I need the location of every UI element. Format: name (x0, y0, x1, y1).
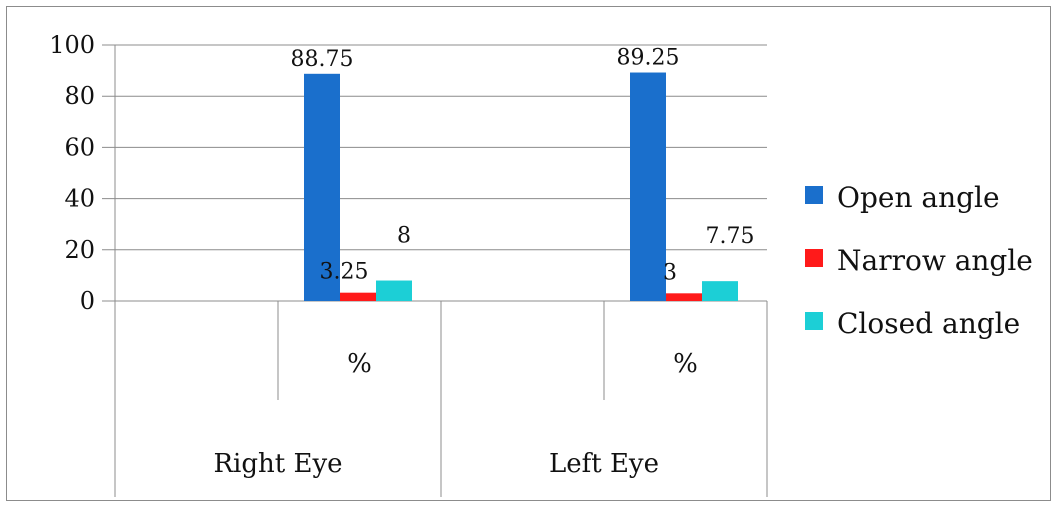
legend-label: Closed angle (837, 307, 1020, 340)
data-label: 3 (663, 260, 677, 285)
y-tick-label: 0 (80, 287, 95, 315)
chart-frame (6, 6, 1051, 501)
legend-label: Open angle (837, 181, 1000, 214)
legend-swatch (805, 312, 823, 330)
bar-closed-angle (376, 280, 412, 301)
legend-label: Narrow angle (837, 244, 1033, 277)
x-subcategory-label: % (673, 349, 698, 379)
x-group-label: Right Eye (213, 449, 342, 479)
y-tick-label: 20 (64, 236, 95, 264)
bar-closed-angle (702, 281, 738, 301)
y-tick-label: 60 (64, 133, 95, 161)
legend-swatch (805, 186, 823, 204)
y-tick-label: 100 (49, 31, 95, 59)
bar-narrow-angle (666, 293, 702, 301)
bar-open-angle (304, 73, 340, 301)
x-subcategory-label: % (347, 349, 372, 379)
legend-swatch (805, 249, 823, 267)
bar-open-angle (630, 72, 666, 302)
data-label: 3.25 (320, 260, 369, 285)
y-tick-label: 40 (64, 185, 95, 213)
data-label: 89.25 (617, 46, 680, 71)
data-label: 8 (397, 224, 411, 249)
bar-narrow-angle (340, 292, 376, 301)
x-group-label: Left Eye (549, 449, 659, 479)
data-label: 7.75 (706, 224, 755, 249)
data-label: 88.75 (291, 47, 354, 72)
y-tick-label: 80 (64, 82, 95, 110)
